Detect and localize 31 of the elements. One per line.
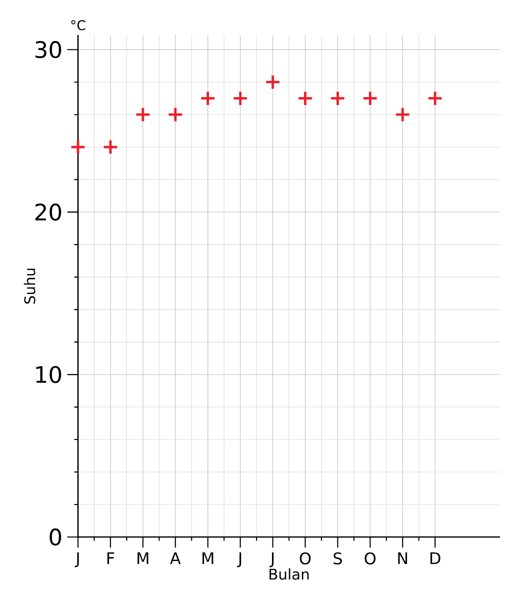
point	[200, 90, 216, 106]
x-tick-label: O	[364, 552, 376, 564]
point	[297, 90, 314, 106]
point	[427, 90, 443, 106]
y-tick-label: 0	[50, 528, 62, 546]
x-tick-label: J	[237, 552, 242, 568]
x-tick-label: J	[74, 552, 79, 568]
point	[70, 139, 86, 155]
point	[264, 74, 281, 90]
y-axis-title: Suhu	[24, 268, 36, 304]
x-tick-label: N	[398, 552, 408, 564]
x-tick-label: J	[270, 552, 274, 568]
point	[394, 106, 410, 122]
text: °C	[71, 20, 86, 30]
y-tick-label: 30	[36, 41, 62, 58]
point	[362, 90, 378, 106]
point	[232, 90, 248, 106]
x-tick-label: O	[300, 552, 311, 564]
point	[102, 139, 118, 155]
x-tick-label: M	[138, 552, 148, 564]
x-axis-title: Bulan	[270, 568, 309, 580]
x-tick-label: A	[170, 552, 181, 564]
x-tick-label: M	[202, 552, 214, 564]
y-tick-label: 10	[36, 366, 62, 384]
point	[330, 90, 346, 106]
x-tick-label: S	[334, 552, 342, 564]
x-tick-label: D	[430, 552, 440, 564]
y-tick-label: 20	[35, 203, 62, 221]
point	[135, 106, 151, 122]
x-tick-label: F	[107, 552, 114, 564]
point	[168, 106, 184, 122]
